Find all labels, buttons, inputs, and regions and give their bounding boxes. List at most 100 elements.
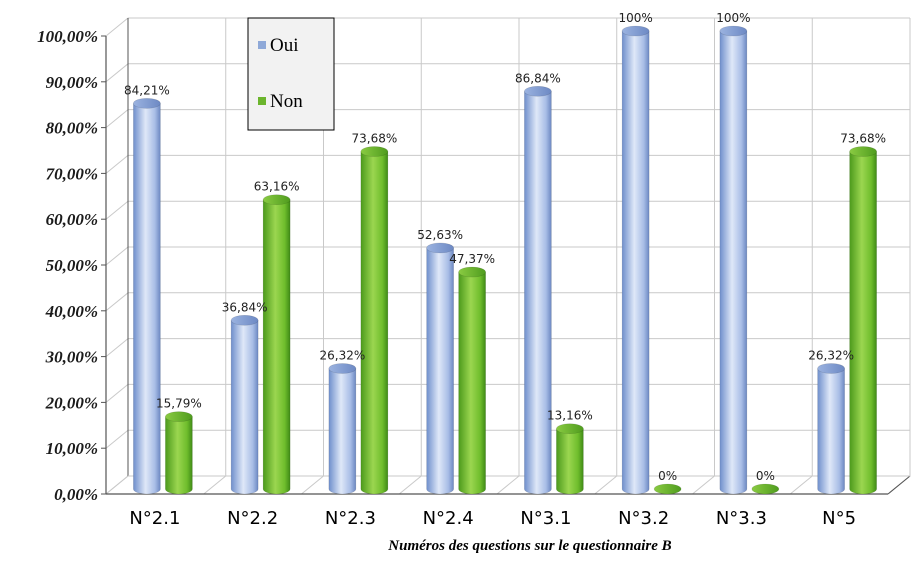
y-tick-label: 100,00% (37, 27, 98, 46)
bar-oui (621, 25, 650, 495)
x-tick-label: N°2.4 (423, 508, 474, 529)
bar-oui-body (328, 368, 357, 495)
bar-non (360, 146, 389, 495)
y-tick-label: 40,00% (45, 302, 98, 321)
bar-oui (426, 242, 454, 495)
data-label: 13,16% (547, 409, 593, 423)
x-tick-label: N°3.2 (618, 508, 669, 529)
bar-oui-body (230, 319, 259, 495)
bar-oui-body (621, 30, 650, 495)
bar-non-top (751, 483, 780, 495)
bar-non-top (165, 411, 193, 422)
bar-non-top (653, 483, 682, 495)
bar-oui (230, 314, 259, 495)
data-label: 100% (618, 11, 652, 25)
bar-oui (524, 85, 552, 495)
gridline-side (105, 338, 129, 357)
bar-oui-top (328, 363, 357, 374)
y-tick-label: 30,00% (45, 348, 98, 367)
y-tick-label: 60,00% (46, 210, 98, 229)
y-tick-label: 70,00% (46, 164, 98, 183)
data-label: 0% (658, 469, 677, 483)
bar-non-body (849, 151, 877, 495)
bar-non-top (458, 266, 486, 278)
bar-oui-body (426, 247, 454, 495)
bar-oui-top (426, 242, 454, 254)
y-tick-label: 0,00% (54, 485, 98, 504)
legend-box (247, 17, 335, 131)
floor-divider (203, 475, 227, 495)
data-label: 15,79% (156, 397, 202, 411)
x-axis-title: Numéros des questions sur le questionnai… (387, 538, 671, 554)
bar-non (751, 483, 780, 495)
bar-oui-top (817, 363, 845, 374)
bar-non (849, 146, 877, 495)
data-label: 73,68% (840, 132, 886, 146)
grid-layer (105, 17, 911, 495)
bar-non-body (360, 151, 389, 495)
y-tick-label: 50,00% (46, 256, 98, 275)
x-tick-label: N°5 (822, 508, 856, 529)
gridline-side (105, 200, 129, 220)
bar-non (556, 423, 584, 495)
floor-divider (398, 475, 422, 495)
floor-edge (887, 475, 911, 495)
bar-oui (817, 363, 845, 495)
x-tick-label: N°2.3 (325, 508, 376, 529)
bar-oui-body (524, 90, 552, 495)
x-tick-label: N°3.3 (716, 508, 767, 529)
data-label: 47,37% (449, 252, 495, 266)
x-tick-label: N°3.1 (520, 508, 571, 529)
floor-divider (789, 475, 813, 495)
bar-non-body (458, 271, 486, 495)
bar-oui-body (817, 368, 845, 495)
bar-non-top (556, 423, 584, 435)
y-tick-label: 10,00% (46, 439, 98, 458)
data-label: 26,32% (319, 348, 365, 362)
bar-oui-top (621, 25, 650, 37)
data-label: 63,16% (254, 180, 300, 194)
bar-oui-top (524, 85, 552, 97)
bar-oui-body (719, 30, 748, 495)
gridline-side (105, 246, 129, 266)
bar-layer (133, 25, 877, 495)
data-label: 73,68% (351, 132, 397, 146)
gridline-side (105, 17, 129, 37)
bar-non-top (849, 146, 877, 157)
floor-divider (496, 475, 520, 495)
data-label: 86,84% (515, 71, 561, 85)
y-tick-label: 90,00% (46, 73, 98, 92)
bar-non-body (262, 199, 291, 495)
gridline-side (105, 109, 129, 128)
bar-oui-top (230, 314, 259, 326)
legend-label-non: Non (270, 91, 303, 112)
gridline-side (105, 155, 129, 174)
bar-non-body (556, 428, 584, 495)
legend-swatch-oui (258, 41, 266, 49)
floor-divider (105, 475, 129, 495)
data-label: 26,32% (808, 348, 854, 362)
bar-non (262, 194, 291, 495)
bar-oui (133, 98, 161, 495)
bar-non-top (360, 146, 389, 157)
floor-divider (692, 475, 715, 495)
y-tick-label: 80,00% (46, 119, 98, 138)
y-tick-label: 20,00% (45, 393, 98, 412)
x-tick-label: N°2.2 (227, 508, 278, 529)
data-label: 36,84% (222, 300, 268, 314)
label-layer: 84,21% 36,84% 26,32% 52,63% 86,84% 100% 100% 26… (124, 11, 886, 483)
data-label: 52,63% (417, 228, 463, 242)
legend-swatch-non (258, 97, 266, 105)
floor-divider (301, 475, 324, 495)
x-tick-label: N°2.1 (129, 508, 180, 529)
bar-oui (328, 363, 357, 495)
bar-oui (719, 25, 748, 495)
gridline-side (105, 429, 129, 449)
bar-oui-body (133, 103, 161, 495)
legend: Oui Non (247, 17, 335, 131)
bar-oui-top (133, 98, 161, 109)
bar-oui-top (719, 25, 748, 37)
gridline-side (105, 63, 129, 83)
